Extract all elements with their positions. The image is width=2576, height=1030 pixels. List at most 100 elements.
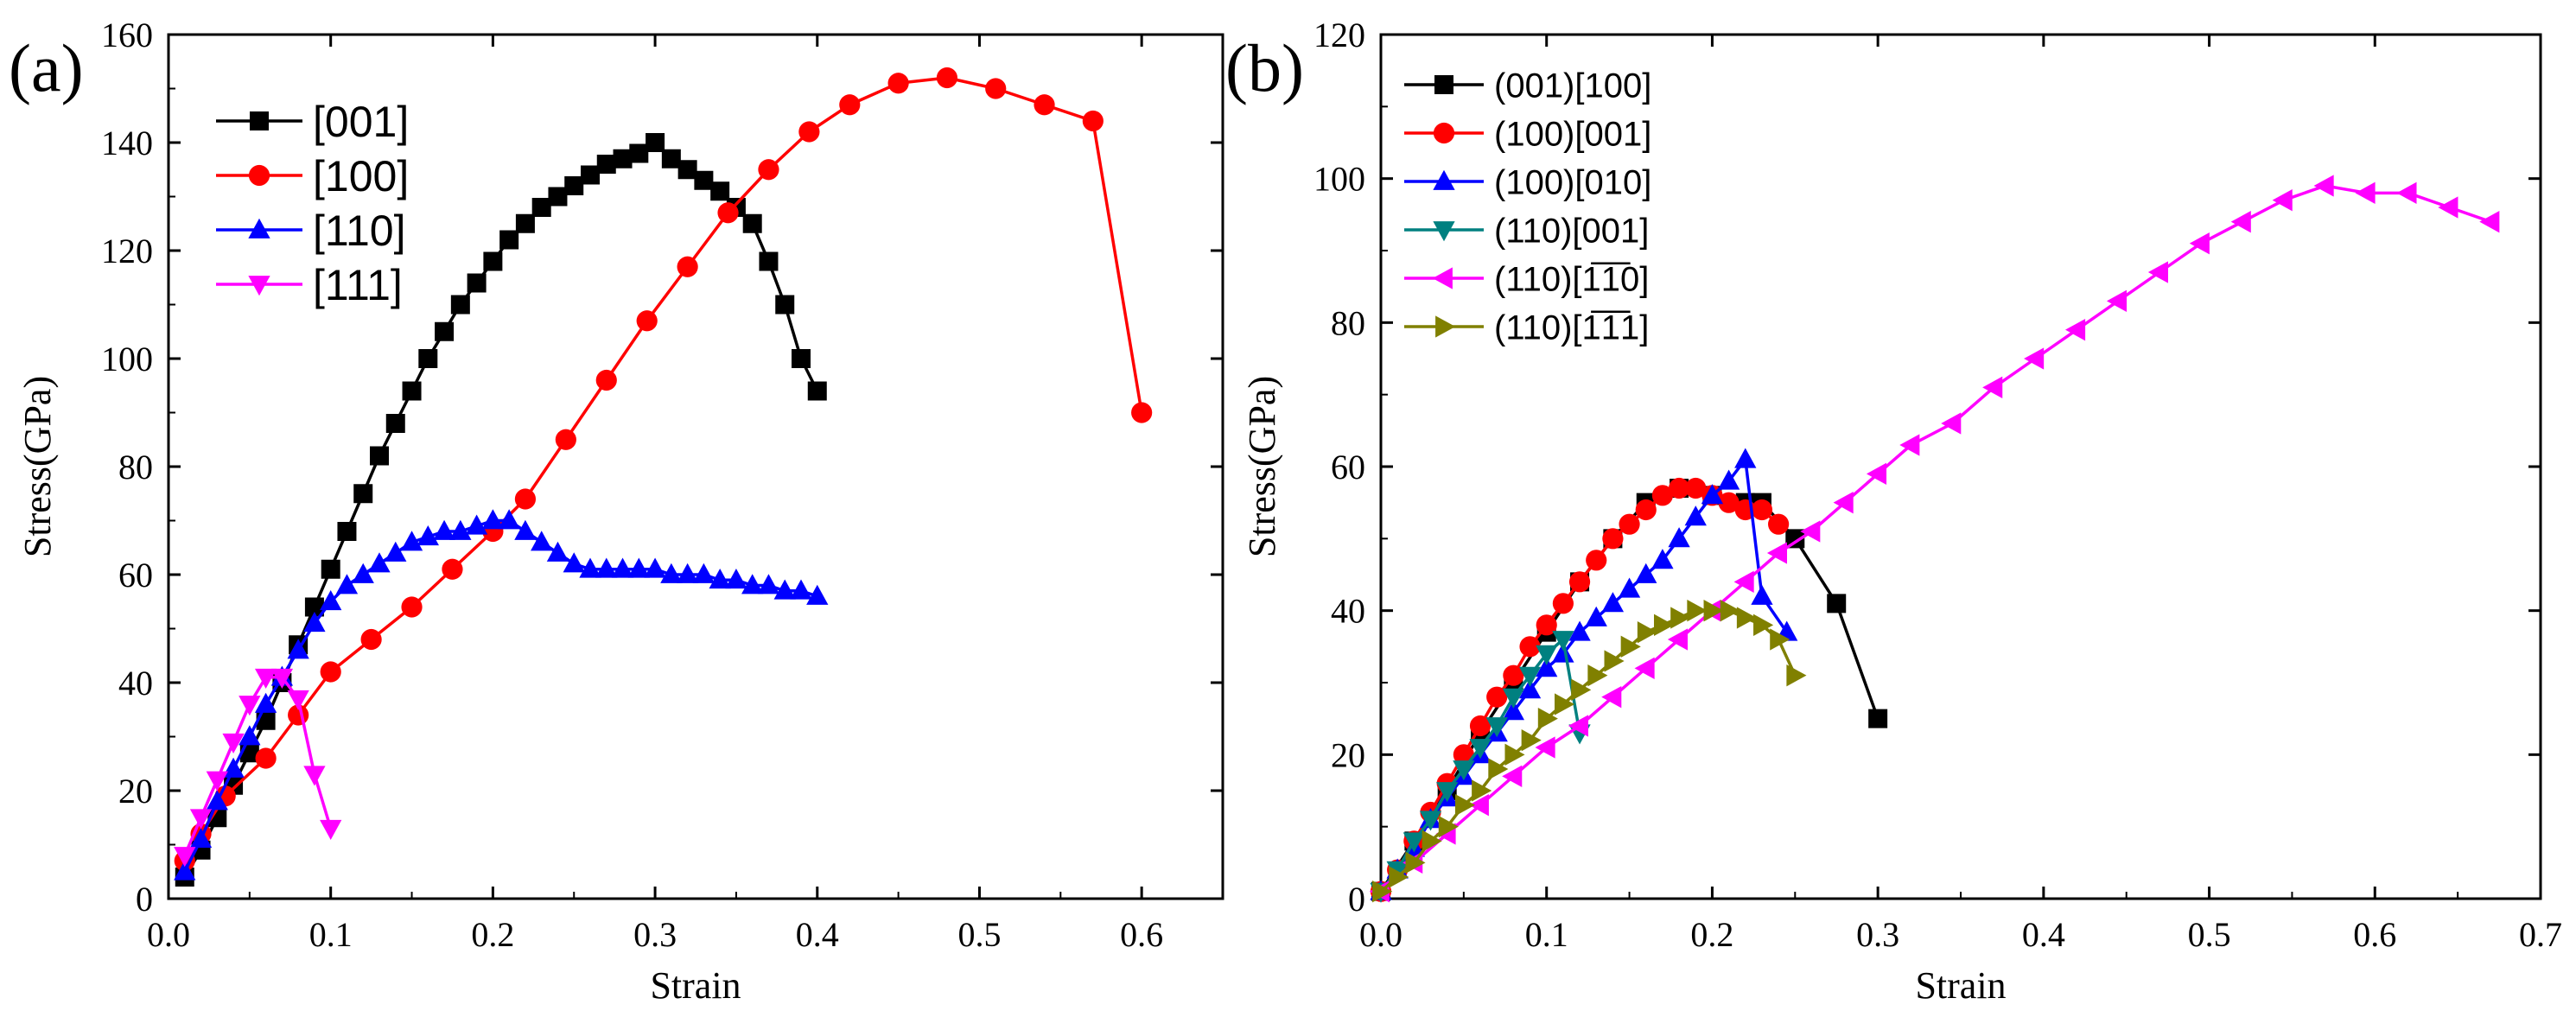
data-point <box>499 230 519 250</box>
legend-label: [111] <box>313 261 403 309</box>
data-point <box>758 159 779 181</box>
data-point <box>1601 686 1622 709</box>
series-line <box>183 676 333 856</box>
series-2 <box>174 509 829 881</box>
panel-b: 0.0 0.1 0.2 0.3 0.4 0.5 0.6 0.7 0 20 40 60 80 100 120 S… <box>1225 16 2562 1007</box>
data-point <box>1552 642 1574 663</box>
data-point <box>1635 563 1657 583</box>
data-point <box>1536 645 1558 665</box>
data-point <box>1751 584 1773 605</box>
data-point <box>1619 513 1640 535</box>
data-point <box>1586 550 1607 571</box>
x-tick-label: 0.4 <box>2022 915 2065 954</box>
data-point <box>2024 347 2045 370</box>
data-point <box>1685 477 1707 499</box>
data-point <box>775 295 795 315</box>
data-point <box>1800 520 1821 543</box>
data-point <box>1634 657 1655 679</box>
series-4 <box>1369 175 2500 903</box>
x-tick-label: 0.7 <box>2519 915 2562 954</box>
data-point <box>548 187 568 207</box>
data-point <box>2230 211 2251 233</box>
data-point <box>1082 110 1104 132</box>
data-point <box>579 557 601 578</box>
legend: [001] [100] [110] [111] <box>216 98 409 309</box>
legend-label: (100)[010] <box>1494 163 1651 201</box>
data-point <box>1585 606 1607 626</box>
y-tick-label: 40 <box>118 664 153 703</box>
data-point <box>1422 830 1442 852</box>
data-point <box>303 766 326 786</box>
data-point <box>1536 657 1558 677</box>
data-point <box>1519 636 1541 658</box>
data-point <box>239 725 261 746</box>
data-point <box>2313 175 2334 197</box>
data-point <box>636 310 658 332</box>
data-point <box>320 819 342 840</box>
data-point <box>741 574 764 594</box>
data-point <box>304 597 324 617</box>
series-3 <box>1370 631 1591 903</box>
data-point <box>1768 513 1790 535</box>
data-point <box>239 696 261 716</box>
data-point <box>1601 592 1625 613</box>
data-point <box>1535 736 1555 759</box>
data-point <box>1552 631 1574 652</box>
data-point <box>2479 211 2500 233</box>
data-point <box>1518 678 1542 699</box>
data-point <box>1502 688 1525 709</box>
legend-marker <box>248 276 270 296</box>
data-point <box>2355 181 2376 204</box>
data-point <box>1868 709 1888 728</box>
data-point <box>1568 715 1588 737</box>
data-point <box>1486 686 1508 708</box>
data-point <box>1537 708 1558 730</box>
data-point <box>807 381 827 401</box>
data-point <box>1637 621 1657 644</box>
legend-label: [001] <box>313 98 409 146</box>
data-point <box>1786 664 1807 687</box>
data-point <box>1733 570 1754 593</box>
data-point <box>1651 549 1674 569</box>
y-tick-label: 80 <box>1331 303 1365 342</box>
data-point <box>595 369 617 391</box>
data-point <box>677 256 698 277</box>
y-tick-label: 100 <box>101 340 153 378</box>
data-point <box>1571 678 1592 701</box>
data-point <box>1866 462 1887 485</box>
y-tick-label: 120 <box>101 232 153 270</box>
series-1 <box>174 67 1153 872</box>
legend-label: [110] <box>313 207 406 255</box>
data-point <box>629 143 649 163</box>
data-point <box>1488 758 1509 780</box>
data-point <box>2189 232 2210 255</box>
data-point <box>1436 782 1459 803</box>
data-point <box>450 295 470 315</box>
data-point <box>1587 664 1608 687</box>
panel-label: (b) <box>1225 30 1304 105</box>
data-point <box>360 628 382 651</box>
data-point <box>1468 794 1489 817</box>
data-point <box>1620 635 1641 658</box>
data-point <box>368 552 391 573</box>
data-point <box>694 170 714 190</box>
legend-marker <box>1432 267 1453 289</box>
data-point <box>321 559 340 579</box>
legend-marker <box>248 218 270 238</box>
data-point <box>352 563 374 583</box>
data-point <box>1389 866 1409 888</box>
x-tick-label: 0.1 <box>309 915 353 954</box>
data-point <box>1469 739 1492 760</box>
series-5 <box>1372 600 1807 903</box>
data-point <box>254 668 277 689</box>
data-point <box>353 484 373 504</box>
legend-marker <box>250 111 269 130</box>
data-point <box>465 514 488 535</box>
series-0 <box>175 133 827 887</box>
data-point <box>1770 628 1790 651</box>
data-point <box>676 563 699 583</box>
data-point <box>435 321 455 341</box>
data-point <box>174 860 196 881</box>
data-point <box>790 579 812 600</box>
data-point <box>401 596 423 618</box>
